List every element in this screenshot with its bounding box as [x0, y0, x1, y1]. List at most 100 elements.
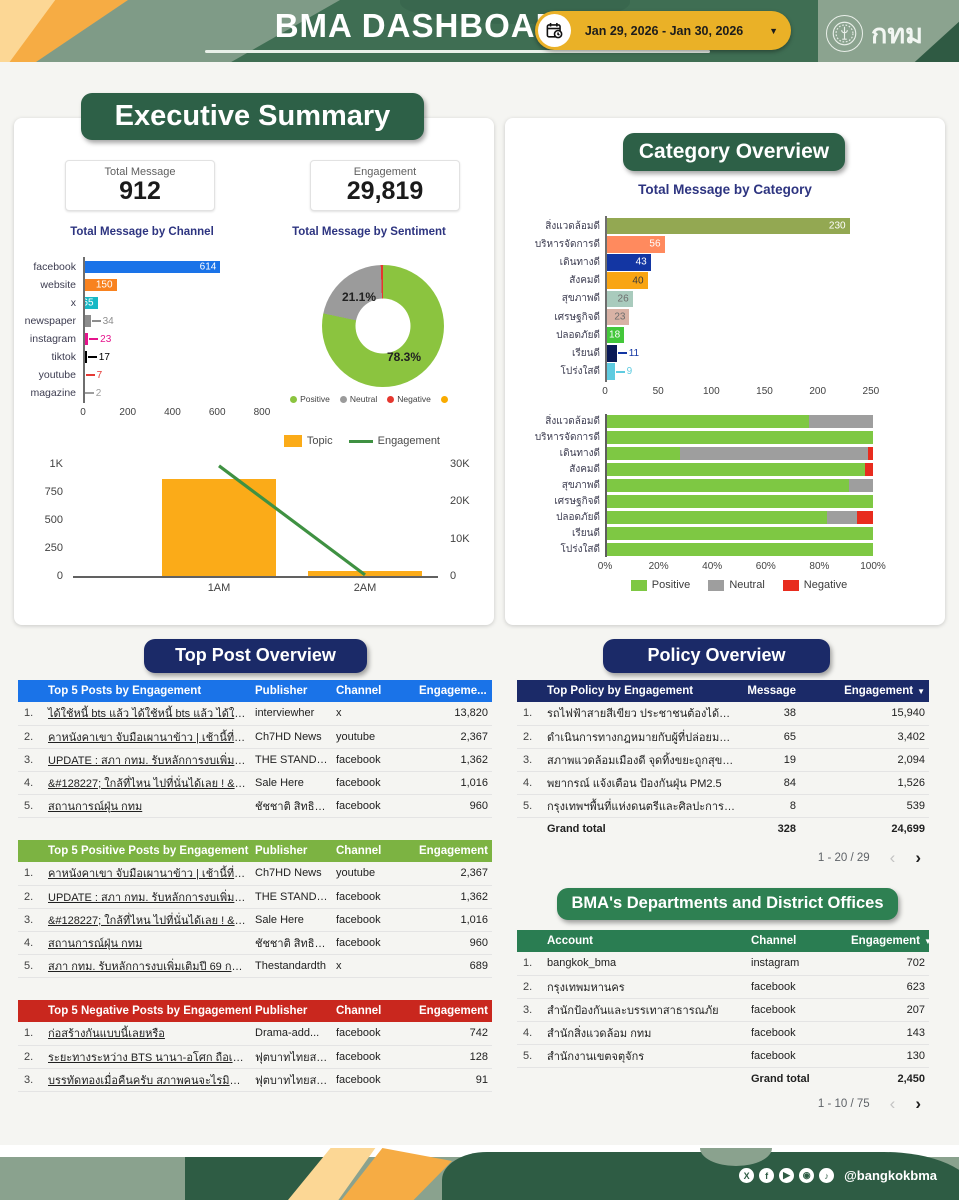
category-sentiment-stacked-chart: สิ่งแวดล้อมดี บริหารจัดการดี เดินทางดี สังค…: [505, 414, 886, 591]
bar-เรียนดี[interactable]: [605, 345, 617, 362]
table-cell: 1,362: [415, 885, 492, 909]
post-link[interactable]: สถานการณ์ฝุ่น กทม: [44, 931, 251, 955]
column-header: Top Policy by Engagement: [543, 680, 739, 702]
table-cell: 128: [415, 1045, 492, 1069]
segment-positive[interactable]: [605, 542, 873, 556]
stat-value: 29,819: [346, 177, 424, 205]
table-cell: 84: [739, 771, 800, 795]
youtube-icon[interactable]: ▶: [779, 1168, 795, 1183]
post-link[interactable]: บรรทัดทองเมื่อคืนครับ สภาพคนจะไรมิทราบได…: [44, 1068, 251, 1092]
bar-เดินทางดี[interactable]: 43: [605, 254, 651, 271]
sentiment-donut[interactable]: [322, 265, 444, 387]
table-row: 4. พยากรณ์ แจ้งเตือน ป้องกันฝุ่น PM2.5 84 1…: [517, 771, 929, 795]
post-link[interactable]: คาหนังคาเขา จับมือเผานาข้าว | เช้านี้ที่…: [44, 725, 251, 749]
segment-positive[interactable]: [605, 479, 849, 492]
bar-สุขภาพดี[interactable]: 26: [605, 290, 633, 308]
bar-ปลอดภัยดี[interactable]: 18: [605, 326, 625, 344]
segment-positive[interactable]: [605, 494, 873, 508]
segment-positive[interactable]: [605, 431, 873, 445]
segment-neutral[interactable]: [808, 415, 873, 429]
post-link[interactable]: &#128227; ใกล้ที่ไหน ไปที่นั่นได้เลย ! &…: [44, 771, 251, 795]
segment-negative[interactable]: [867, 447, 873, 461]
segment-positive[interactable]: [605, 415, 809, 429]
segment-neutral[interactable]: [848, 479, 873, 492]
index-column-header: [18, 1000, 44, 1022]
date-range-picker[interactable]: Jan 29, 2026 - Jan 30, 2026 ▼: [535, 11, 791, 50]
segment-positive[interactable]: [605, 510, 828, 524]
column-header: Channel: [747, 930, 847, 952]
bar-magazine[interactable]: [83, 387, 84, 399]
post-link[interactable]: &#128227; ใกล้ที่ไหน ไปที่นั่นได้เลย ! &…: [44, 908, 251, 932]
bar-row: magazine 2: [14, 384, 270, 402]
legend-item: Neutral: [708, 579, 765, 591]
bar-สังคมดี[interactable]: 40: [605, 272, 648, 289]
post-link[interactable]: สภา กทม. รับหลักการงบเพิ่มเติมปี 69 กว่า…: [44, 954, 251, 978]
table-cell: facebook: [332, 931, 415, 955]
bar-บริหารจัดการดี[interactable]: 56: [605, 236, 665, 253]
bar-tiktok[interactable]: [83, 351, 87, 363]
category-overview-card: Total Message by Category สิ่งแวดล้อมดี 2…: [505, 118, 945, 625]
bar-value: 9: [615, 366, 632, 377]
prev-page-button[interactable]: ‹: [889, 848, 896, 867]
tiktok-icon[interactable]: ♪: [819, 1168, 835, 1183]
segment-positive[interactable]: [605, 447, 681, 461]
bar-website[interactable]: 150: [83, 279, 117, 291]
segment-positive[interactable]: [605, 526, 873, 540]
bar-youtube[interactable]: [83, 369, 85, 381]
bar-row: website 150: [14, 276, 270, 294]
segment-negative[interactable]: [864, 463, 873, 477]
post-link[interactable]: UPDATE : สภา กทม. รับหลักการงบเพิ่มเติมป…: [44, 885, 251, 909]
x-tick-label: 2AM: [353, 582, 377, 594]
post-link[interactable]: UPDATE : สภา กทม. รับหลักการงบเพิ่มเติมป…: [44, 748, 251, 772]
bar-facebook[interactable]: 614: [83, 261, 221, 273]
bar-x[interactable]: 65: [82, 297, 98, 309]
segment-neutral[interactable]: [680, 447, 868, 461]
column-header[interactable]: Engagement▼: [415, 840, 492, 862]
column-header[interactable]: Engagement▼: [800, 680, 929, 702]
x-icon[interactable]: X: [739, 1168, 755, 1183]
instagram-icon[interactable]: ◉: [799, 1168, 815, 1183]
post-link[interactable]: ระยะทางระหว่าง BTS นานา-อโศก ถือเป็นความ…: [44, 1045, 251, 1069]
departments-pagination: 1 - 10 / 75 ‹ ›: [517, 1094, 921, 1114]
table-row: 1.รถไฟฟ้าสายสีเขียว ประชาชนต้องได้ประโยช…: [517, 702, 929, 726]
calendar-icon: [538, 14, 571, 47]
segment-neutral[interactable]: [827, 510, 857, 524]
bar-เศรษฐกิจดี[interactable]: 23: [605, 308, 630, 326]
sentiment-donut-chart: 21.1% 78.3% Positive Neutral Negative: [254, 258, 484, 418]
column-header: Publisher: [251, 1000, 332, 1022]
post-link[interactable]: ได้ใช้หนี้ bts แล้ว ได้ใช้หนี้ bts แล้ว …: [44, 702, 251, 726]
post-link[interactable]: สถานการณ์ฝุ่น กทม: [44, 794, 251, 818]
stacked-row: เศรษฐกิจดี: [505, 493, 873, 509]
right-tick: 20K: [450, 495, 470, 508]
legend-item: Negative: [782, 579, 847, 591]
segment-positive[interactable]: [605, 463, 865, 477]
bar-โปร่งใสดี[interactable]: [605, 363, 615, 380]
next-page-button[interactable]: ›: [915, 848, 921, 867]
prev-page-button[interactable]: ‹: [889, 1094, 896, 1113]
bar-สิ่งแวดล้อมดี[interactable]: 230: [605, 217, 850, 235]
column-header[interactable]: Engagement▼: [847, 930, 929, 952]
post-link[interactable]: คาหนังคาเขา จับมือเผานาข้าว | เช้านี้ที่…: [44, 862, 251, 886]
post-link[interactable]: ก่อสร้างกันแบบนี้เลยหรือ: [44, 1022, 251, 1046]
segment-negative[interactable]: [856, 510, 873, 524]
table-cell: รถไฟฟ้าสายสีเขียว ประชาชนต้องได้ประโยชน์…: [543, 702, 739, 726]
grand-total-row: Grand total 2,450: [517, 1067, 929, 1090]
bar-newspaper[interactable]: [83, 315, 91, 327]
bar-label: website: [40, 279, 76, 291]
bar-label: สุขภาพดี: [561, 480, 600, 491]
column-header[interactable]: Engagement▼: [415, 1000, 492, 1022]
column-header[interactable]: Engageme...▼: [415, 680, 492, 702]
next-page-button[interactable]: ›: [915, 1094, 921, 1113]
engagement-line[interactable]: [219, 466, 365, 575]
bar-instagram[interactable]: [83, 333, 89, 345]
bar-label: ปลอดภัยดี: [556, 511, 600, 523]
bar-value: 230: [828, 220, 846, 232]
x-axis: 0% 20% 40% 60% 80% 100%: [597, 561, 886, 573]
bar-label: บริหารจัดการดี: [534, 238, 600, 250]
channel-bar-chart: facebook 614 website 150 x 65 newspaper 34 insta…: [14, 257, 270, 420]
facebook-icon[interactable]: f: [759, 1168, 775, 1183]
table-cell: 65: [739, 725, 800, 749]
right-tick: 30K: [450, 458, 470, 470]
grand-total-label: Grand total: [547, 822, 606, 835]
category-chart-title: Total Message by Category: [638, 182, 812, 197]
